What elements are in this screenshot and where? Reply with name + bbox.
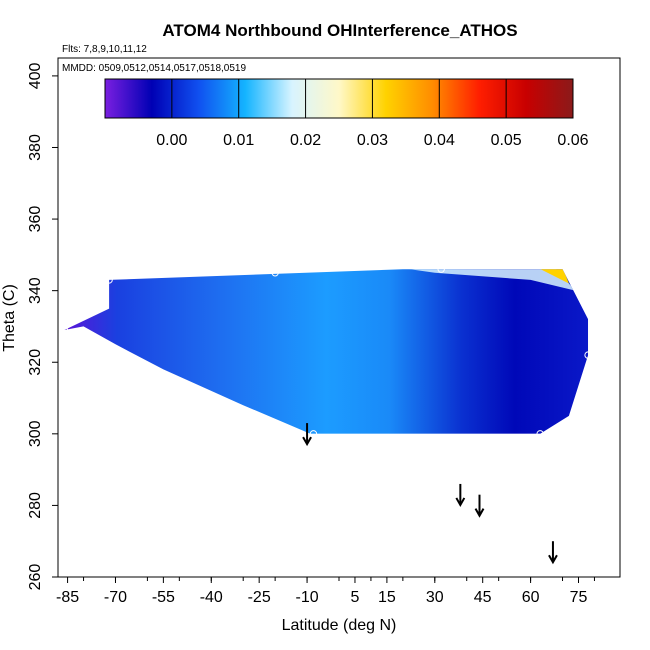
colorbar-tick-label: 0.06	[557, 132, 588, 149]
profile-point	[437, 265, 445, 273]
x-tick-label: 60	[522, 589, 540, 606]
colorbar-gradient	[104, 78, 574, 119]
colorbar-tick-label: 0.02	[290, 132, 321, 149]
x-tick-label: -55	[152, 589, 175, 606]
x-axis: -85 -70 -55 -40 -25 -10 5 15 30 45 60 75	[56, 577, 595, 606]
dates-note: MMDD: 0509,0512,0514,0517,0518,0519	[62, 63, 246, 74]
heatmap-field	[64, 269, 589, 434]
y-axis: 260 280 300 320 340 360 380 400	[27, 62, 58, 590]
profile-point	[309, 430, 318, 438]
colorbar: 0.00 0.01 0.02 0.03 0.04 0.05 0.06	[104, 78, 589, 149]
colorbar-tick-label: 0.01	[223, 132, 254, 149]
y-tick-label: 360	[27, 206, 44, 233]
y-axis-label: Theta (C)	[1, 284, 18, 352]
arrow-marker	[302, 423, 312, 447]
x-tick-label: -25	[248, 589, 271, 606]
profile-point	[581, 390, 589, 399]
arrow-marker	[474, 494, 485, 518]
heatmap-high-region	[409, 269, 576, 291]
x-tick-label: -85	[56, 589, 79, 606]
profile-point	[60, 326, 69, 334]
colorbar-tick-label: 0.05	[491, 132, 522, 149]
profile-points	[60, 265, 592, 438]
heatmap-area	[64, 269, 589, 434]
x-tick-label: 45	[474, 589, 492, 606]
y-tick-label: 320	[27, 349, 44, 376]
colorbar-tick-label: 0.00	[156, 132, 187, 149]
y-tick-label: 300	[27, 420, 44, 447]
chart-title: ATOM4 Northbound OHInterference_ATHOS	[162, 21, 517, 40]
profile-point	[584, 351, 592, 359]
x-tick-label: -10	[296, 589, 319, 606]
x-tick-label: 15	[378, 589, 396, 606]
arrow-marker	[548, 541, 558, 565]
x-tick-label: 75	[570, 589, 588, 606]
arrow-markers	[302, 423, 558, 565]
profile-point	[271, 269, 279, 277]
heatmap-peak-region	[536, 269, 569, 284]
profile-point	[536, 430, 544, 438]
x-tick-label: -70	[104, 589, 127, 606]
y-tick-label: 280	[27, 492, 44, 519]
colorbar-tick-label: 0.04	[424, 132, 455, 149]
x-tick-label: 30	[426, 589, 444, 606]
y-tick-label: 260	[27, 564, 44, 591]
y-tick-label: 380	[27, 134, 44, 161]
colorbar-tick-label: 0.03	[357, 132, 388, 149]
x-tick-label: -40	[200, 589, 223, 606]
profile-point	[105, 276, 113, 284]
flights-note: Flts: 7,8,9,10,11,12	[62, 44, 147, 55]
y-tick-label: 400	[27, 62, 44, 89]
y-tick-label: 340	[27, 277, 44, 304]
x-tick-label: 5	[351, 589, 360, 606]
arrow-marker	[455, 483, 466, 507]
x-axis-label: Latitude (deg N)	[282, 617, 397, 634]
